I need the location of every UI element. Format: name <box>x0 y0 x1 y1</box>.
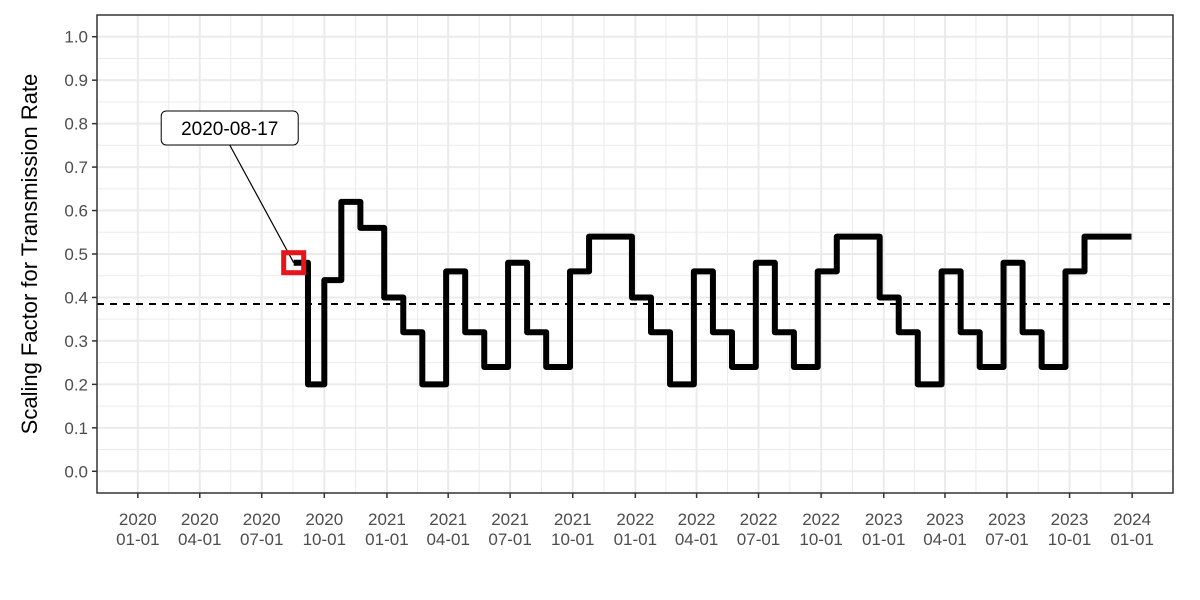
x-tick-label: 2020 10-01 <box>303 510 346 549</box>
x-tick-label: 2023 04-01 <box>923 510 966 549</box>
x-tick-label: 2021 01-01 <box>365 510 408 549</box>
x-tick-label-line: 2021 <box>368 510 406 529</box>
x-tick-label-line: 2023 <box>1051 510 1089 529</box>
x-tick-label-line: 10-01 <box>1048 530 1091 549</box>
x-tick-label-line: 2021 <box>429 510 467 529</box>
x-tick-label-line: 2020 <box>243 510 281 529</box>
x-tick-label: 2022 10-01 <box>799 510 842 549</box>
annotation-label: 2020-08-17 <box>181 119 278 140</box>
x-tick-label-line: 2024 <box>1113 510 1151 529</box>
x-tick-label-line: 10-01 <box>303 530 346 549</box>
x-tick-label-line: 01-01 <box>1110 530 1153 549</box>
x-tick-label-line: 2021 <box>554 510 592 529</box>
x-tick-label-line: 01-01 <box>614 530 657 549</box>
x-tick-label-line: 2023 <box>865 510 903 529</box>
x-tick-label-line: 2020 <box>181 510 219 529</box>
x-tick-label: 2021 10-01 <box>551 510 594 549</box>
x-tick-label-line: 01-01 <box>862 530 905 549</box>
x-tick-label: 2023 10-01 <box>1048 510 1091 549</box>
x-tick-label-line: 2021 <box>491 510 529 529</box>
y-tick-label: 0.2 <box>64 375 88 394</box>
x-tick-label-line: 2023 <box>926 510 964 529</box>
y-tick-label: 0.9 <box>64 71 88 90</box>
x-tick-label-line: 07-01 <box>737 530 780 549</box>
x-tick-label: 2022 01-01 <box>614 510 657 549</box>
x-tick-label: 2021 07-01 <box>488 510 531 549</box>
x-tick-label: 2023 01-01 <box>862 510 905 549</box>
x-tick-label-line: 2020 <box>305 510 343 529</box>
x-tick-label-line: 10-01 <box>799 530 842 549</box>
x-tick-label-line: 04-01 <box>923 530 966 549</box>
annotation-leader-line <box>229 144 295 263</box>
x-tick-label: 2024 01-01 <box>1110 510 1153 549</box>
x-tick-label-line: 2020 <box>119 510 157 529</box>
y-tick-label: 0.8 <box>64 115 88 134</box>
x-tick-label-line: 01-01 <box>365 530 408 549</box>
x-tick-label-line: 2022 <box>740 510 778 529</box>
y-tick-label: 0.7 <box>64 158 88 177</box>
y-tick-label: 0.1 <box>64 419 88 438</box>
annotation-box <box>160 110 299 146</box>
x-tick-label-line: 04-01 <box>178 530 221 549</box>
x-tick-label: 2022 04-01 <box>675 510 718 549</box>
x-tick-label-line: 01-01 <box>116 530 159 549</box>
x-tick-label-line: 2022 <box>802 510 840 529</box>
x-tick-label-line: 2022 <box>616 510 654 529</box>
y-axis-title: Scaling Factor for Transmission Rate <box>17 74 42 435</box>
x-tick-label-line: 07-01 <box>240 530 283 549</box>
x-tick-label: 2021 04-01 <box>426 510 469 549</box>
y-axis: 0.0 0.1 0.2 0.3 0.4 0.5 0.6 0.7 0.8 0.9 1.0 <box>64 28 97 481</box>
highlight-marker <box>281 250 307 276</box>
series-line <box>293 198 1132 388</box>
x-tick-label-line: 2023 <box>988 510 1026 529</box>
x-tick-label-line: 07-01 <box>985 530 1028 549</box>
y-tick-label: 0.0 <box>64 462 88 481</box>
grid <box>97 15 1173 493</box>
x-tick-label: 2022 07-01 <box>737 510 780 549</box>
x-tick-label: 2023 07-01 <box>985 510 1028 549</box>
x-tick-label-line: 07-01 <box>488 530 531 549</box>
y-tick-label: 0.5 <box>64 245 88 264</box>
y-tick-label: 1.0 <box>64 28 88 47</box>
y-tick-label: 0.6 <box>64 202 88 221</box>
x-tick-label-line: 04-01 <box>426 530 469 549</box>
x-tick-label: 2020 01-01 <box>116 510 159 549</box>
x-tick-label: 2020 04-01 <box>178 510 221 549</box>
x-tick-label-line: 10-01 <box>551 530 594 549</box>
x-tick-label: 2020 07-01 <box>240 510 283 549</box>
y-tick-label: 0.3 <box>64 332 88 351</box>
x-tick-label-line: 2022 <box>678 510 716 529</box>
y-tick-label: 0.4 <box>64 288 88 307</box>
x-tick-label-line: 04-01 <box>675 530 718 549</box>
